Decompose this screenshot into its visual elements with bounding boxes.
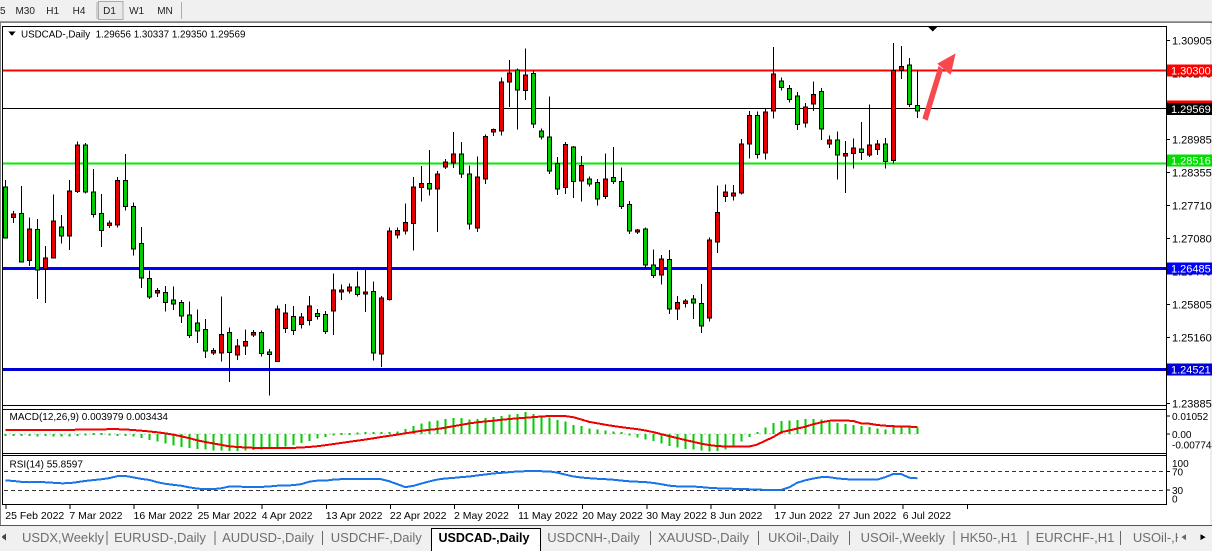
svg-text:USDCNH-,Daily: USDCNH-,Daily [547, 530, 640, 545]
svg-text:W1: W1 [129, 6, 144, 17]
svg-text:EURCHF-,H1: EURCHF-,H1 [1036, 530, 1115, 545]
svg-text:D1: D1 [103, 6, 116, 17]
svg-text:1.27080: 1.27080 [1172, 234, 1212, 246]
svg-text:EURUSD-,Daily: EURUSD-,Daily [114, 530, 206, 545]
svg-text:11 May 2022: 11 May 2022 [518, 510, 578, 522]
svg-text:2 May 2022: 2 May 2022 [454, 510, 509, 522]
svg-text:8 Jun 2022: 8 Jun 2022 [710, 510, 762, 522]
svg-text:MN: MN [157, 6, 173, 17]
svg-text:25 Feb 2022: 25 Feb 2022 [5, 510, 64, 522]
svg-text:H4: H4 [73, 6, 86, 17]
svg-text:0: 0 [1172, 494, 1178, 505]
svg-text:5: 5 [0, 6, 6, 17]
svg-text:1.23885: 1.23885 [1172, 399, 1212, 411]
svg-text:USOil-,Weekly: USOil-,Weekly [861, 530, 946, 545]
svg-text:USDCAD-,Daily: USDCAD-,Daily [439, 531, 530, 545]
svg-text:22 Apr 2022: 22 Apr 2022 [390, 510, 447, 522]
svg-text:13 Apr 2022: 13 Apr 2022 [326, 510, 383, 522]
svg-text:1.30905: 1.30905 [1172, 36, 1212, 48]
svg-text:1.28516: 1.28516 [1171, 156, 1211, 168]
svg-text:XAUUSD-,Daily: XAUUSD-,Daily [658, 530, 750, 545]
svg-text:1.24521: 1.24521 [1171, 365, 1211, 377]
svg-text:1.28355: 1.28355 [1172, 168, 1212, 180]
svg-text:1.30300: 1.30300 [1171, 66, 1211, 78]
svg-text:USOil-,H: USOil-,H [1133, 530, 1184, 545]
svg-text:1.25160: 1.25160 [1172, 333, 1212, 345]
svg-text:70: 70 [1172, 468, 1184, 479]
svg-text:1.25805: 1.25805 [1172, 300, 1212, 312]
svg-text:UKOil-,Daily: UKOil-,Daily [768, 530, 839, 545]
svg-text:HK50-,H1: HK50-,H1 [960, 530, 1017, 545]
svg-text:4 Apr 2022: 4 Apr 2022 [262, 510, 313, 522]
svg-text:MACD(12,26,9) 0.003979 0.00343: MACD(12,26,9) 0.003979 0.003434 [10, 412, 169, 423]
svg-text:1.26485: 1.26485 [1171, 264, 1211, 276]
svg-text:USDX,Weekly: USDX,Weekly [22, 530, 105, 545]
svg-text:-0.007744: -0.007744 [1172, 441, 1212, 452]
svg-text:16 Mar 2022: 16 Mar 2022 [134, 510, 193, 522]
svg-text:M30: M30 [15, 6, 35, 17]
svg-text:27 Jun 2022: 27 Jun 2022 [839, 510, 897, 522]
svg-text:20 May 2022: 20 May 2022 [582, 510, 643, 522]
svg-text:USDCAD-,Daily 1.29656 1.30337: USDCAD-,Daily 1.29656 1.30337 1.29350 1.… [21, 30, 245, 41]
svg-text:1.28985: 1.28985 [1172, 135, 1212, 147]
svg-text:1.27710: 1.27710 [1172, 201, 1212, 213]
svg-text:AUDUSD-,Daily: AUDUSD-,Daily [222, 530, 314, 545]
svg-text:30 May 2022: 30 May 2022 [646, 510, 707, 522]
svg-text:25 Mar 2022: 25 Mar 2022 [198, 510, 257, 522]
svg-text:RSI(14) 55.8597: RSI(14) 55.8597 [10, 460, 84, 471]
svg-text:6 Jul 2022: 6 Jul 2022 [903, 510, 952, 522]
svg-text:30: 30 [1172, 486, 1184, 497]
svg-text:17 Jun 2022: 17 Jun 2022 [775, 510, 833, 522]
svg-text:H1: H1 [46, 6, 59, 17]
svg-text:0.00: 0.00 [1172, 430, 1192, 441]
svg-text:0.01052: 0.01052 [1172, 412, 1209, 423]
svg-text:USDCHF-,Daily: USDCHF-,Daily [331, 530, 423, 545]
svg-text:7 Mar 2022: 7 Mar 2022 [69, 510, 122, 522]
svg-text:100: 100 [1172, 459, 1189, 470]
svg-text:1.29569: 1.29569 [1171, 104, 1211, 116]
